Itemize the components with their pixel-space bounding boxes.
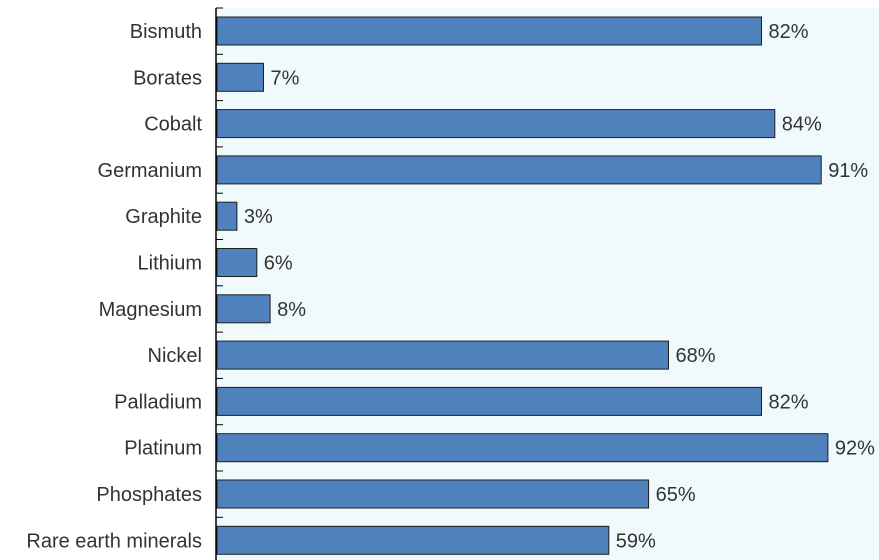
bar-nickel [216,340,669,370]
value-label-germanium: 91% [828,160,868,182]
bar-phosphates [216,479,650,509]
bar-palladium [216,386,762,416]
bar-bismuth [216,16,762,46]
bar-graphite [216,201,238,231]
bar-lithium [216,248,258,277]
category-label-germanium: Germanium [98,160,202,182]
value-labels-group: 82% 7% 84% 91% 3% 6% 8% 68% 82% 92% 65% 59% [244,21,875,552]
category-label-rare-earth-minerals: Rare earth minerals [26,530,202,552]
bar-magnesium [216,294,271,324]
plot-area [216,8,879,560]
category-label-nickel: Nickel [148,345,202,367]
value-label-borates: 7% [271,67,300,89]
category-label-bismuth: Bismuth [130,21,202,43]
category-label-magnesium: Magnesium [99,299,202,321]
bar-rare-earth-minerals [216,525,610,555]
bar-cobalt [216,109,776,139]
value-label-phosphates: 65% [656,484,696,506]
category-labels-group: Bismuth Borates Cobalt Germanium Graphite Lit… [26,21,202,552]
bar-platinum [216,433,829,463]
bar-borates [216,62,264,92]
category-label-palladium: Palladium [114,391,202,413]
value-label-cobalt: 84% [782,114,822,136]
category-label-cobalt: Cobalt [144,114,202,136]
value-label-graphite: 3% [244,206,273,228]
value-label-magnesium: 8% [277,299,306,321]
value-label-palladium: 82% [769,391,809,413]
value-label-rare-earth-minerals: 59% [616,530,656,552]
category-label-lithium: Lithium [138,253,202,275]
category-label-borates: Borates [133,67,202,89]
category-label-platinum: Platinum [124,438,202,460]
category-label-graphite: Graphite [125,206,202,228]
value-label-nickel: 68% [676,345,716,367]
value-label-lithium: 6% [264,253,293,275]
bar-germanium [216,155,822,185]
value-label-bismuth: 82% [769,21,809,43]
category-label-phosphates: Phosphates [96,484,202,506]
bars-group [216,16,829,555]
value-label-platinum: 92% [835,438,875,460]
y-axis [215,7,223,560]
